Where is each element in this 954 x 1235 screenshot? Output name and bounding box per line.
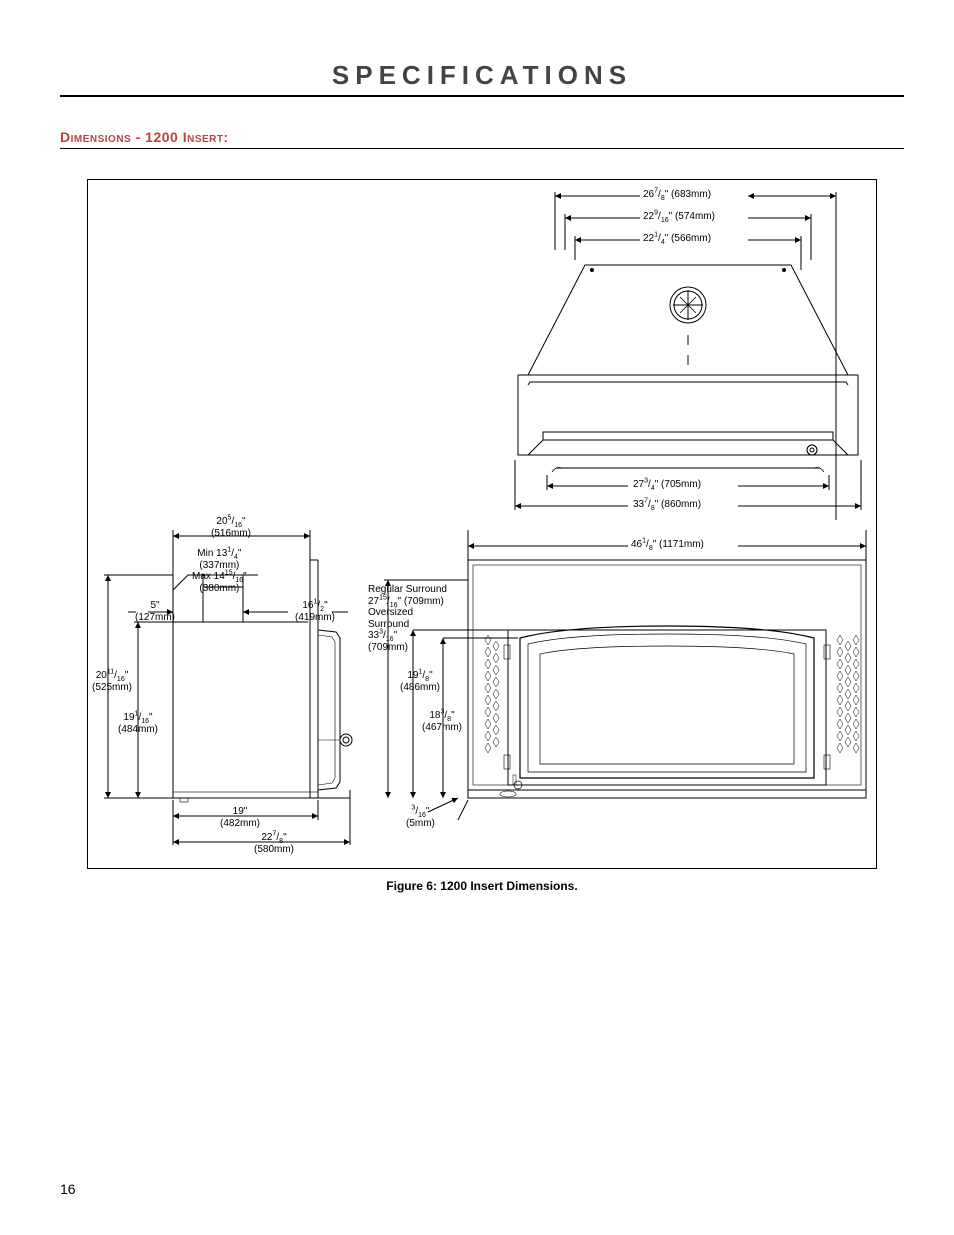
- dim-side-1: 205/16"(516mm): [211, 516, 251, 539]
- dim-top-4: 273/4" (705mm): [633, 479, 701, 491]
- dim-top-3: 221/4" (566mm): [643, 233, 711, 245]
- dim-top-2: 229/16" (574mm): [643, 211, 715, 223]
- dim-side-4: 161/2"(419mm): [295, 600, 335, 623]
- dim-front-3: 183/8"(467mm): [422, 710, 462, 733]
- dim-side-3: 5"(127mm): [135, 600, 175, 623]
- dim-side-2: Min 131/4"(337mm)Max 1415/16"(380mm): [192, 548, 247, 594]
- dim-front-1: Regular Surround2715/16" (709mm)Oversize…: [368, 584, 447, 653]
- front-view: [384, 560, 866, 820]
- section-heading: Dimensions - 1200 Insert:: [60, 129, 904, 149]
- dim-top-1: 267/8" (683mm): [643, 189, 711, 201]
- page-number: 16: [60, 1181, 76, 1197]
- dimensions-drawing: [88, 180, 877, 869]
- dim-top-5: 337/8" (860mm): [633, 499, 701, 511]
- figure-diagram-box: 267/8" (683mm) 229/16" (574mm) 221/4" (5…: [87, 179, 877, 869]
- dim-front-2: 191/8"(486mm): [400, 670, 440, 693]
- dim-side-7: 19"(482mm): [220, 806, 260, 829]
- dim-front-4: 3/16"(5mm): [406, 806, 435, 829]
- dim-side-8: 227/8"(580mm): [254, 832, 294, 855]
- dim-side-6: 191/16"(484mm): [118, 712, 158, 735]
- page-title: Specifications: [60, 60, 904, 97]
- figure-caption: Figure 6: 1200 Insert Dimensions.: [60, 879, 904, 893]
- dim-top-6: 461/8" (1171mm): [631, 539, 704, 551]
- dim-side-5: 2011/16"(525mm): [92, 670, 132, 693]
